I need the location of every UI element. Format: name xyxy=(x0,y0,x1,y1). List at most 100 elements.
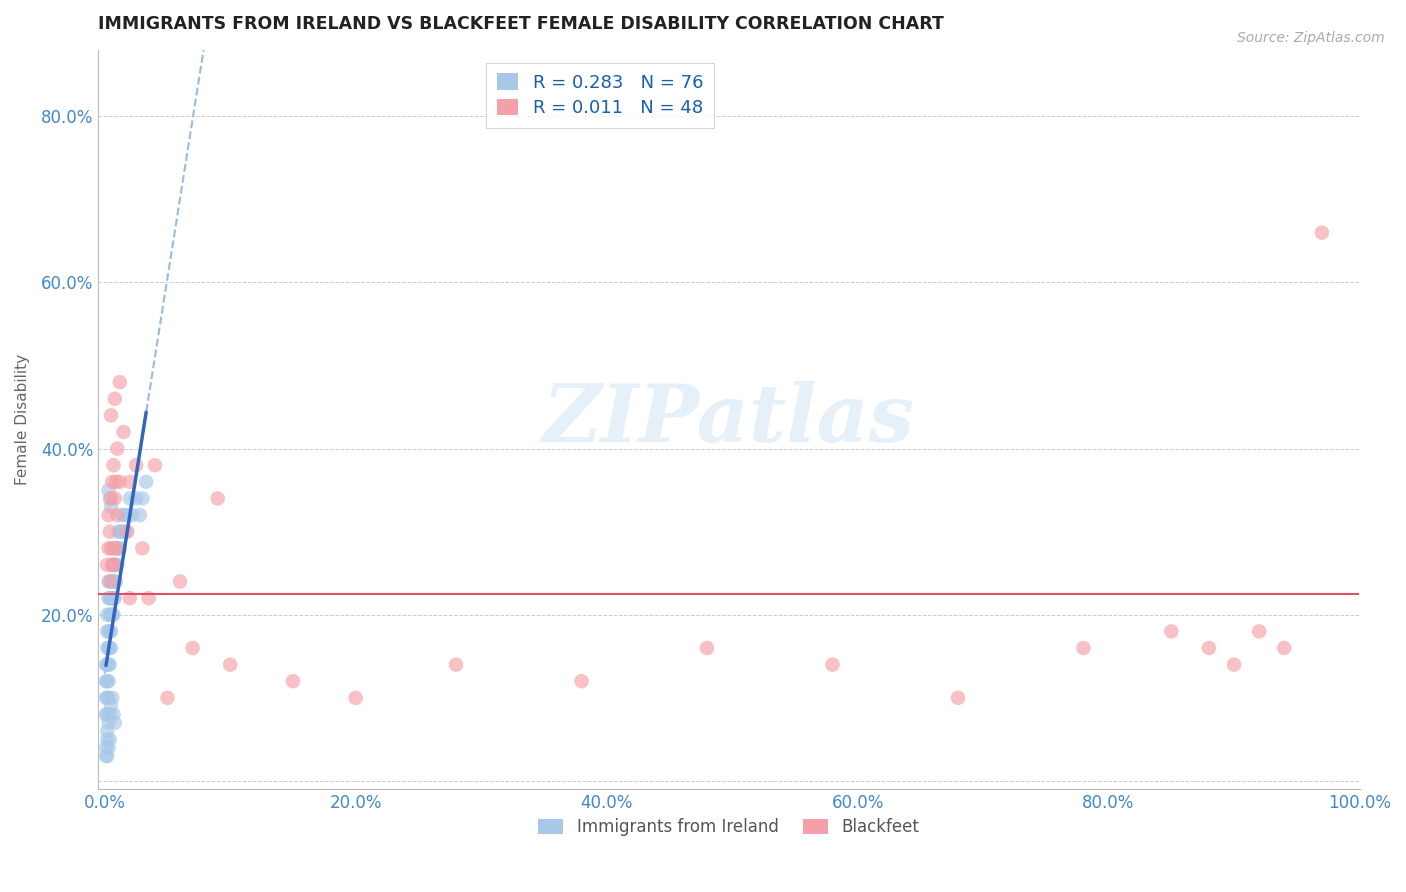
Point xyxy=(156,690,179,705)
Text: IMMIGRANTS FROM IRELAND VS BLACKFEET FEMALE DISABILITY CORRELATION CHART: IMMIGRANTS FROM IRELAND VS BLACKFEET FEM… xyxy=(98,15,945,33)
Point xyxy=(281,674,304,689)
Point xyxy=(1272,640,1295,655)
Point xyxy=(128,508,150,522)
Point xyxy=(97,624,120,639)
Point xyxy=(108,375,131,389)
Point xyxy=(105,541,128,556)
Point xyxy=(98,732,121,747)
Point xyxy=(108,475,131,489)
Point xyxy=(100,491,122,506)
Point xyxy=(98,640,121,655)
Point xyxy=(100,607,122,622)
Point xyxy=(444,657,467,672)
Point xyxy=(105,574,128,589)
Point xyxy=(97,541,120,556)
Point xyxy=(103,591,125,606)
Point xyxy=(219,657,242,672)
Point xyxy=(101,558,124,572)
Point xyxy=(207,491,229,506)
Point xyxy=(105,475,128,489)
Point xyxy=(97,640,120,655)
Point xyxy=(121,508,143,522)
Point xyxy=(96,690,118,705)
Point xyxy=(94,707,117,722)
Point xyxy=(97,508,120,522)
Point xyxy=(131,541,153,556)
Point xyxy=(100,699,122,714)
Point xyxy=(104,574,127,589)
Point xyxy=(117,508,139,522)
Point xyxy=(97,715,120,730)
Point xyxy=(94,740,117,755)
Point xyxy=(98,607,121,622)
Point xyxy=(125,458,148,473)
Point xyxy=(94,674,117,689)
Point xyxy=(118,475,141,489)
Point xyxy=(103,707,125,722)
Point xyxy=(138,591,160,606)
Point xyxy=(98,574,121,589)
Point xyxy=(118,591,141,606)
Point xyxy=(946,690,969,705)
Point xyxy=(105,558,128,572)
Point xyxy=(169,574,191,589)
Point xyxy=(96,707,118,722)
Point xyxy=(111,508,134,522)
Point xyxy=(97,657,120,672)
Point xyxy=(1249,624,1271,639)
Point xyxy=(96,607,118,622)
Point xyxy=(96,732,118,747)
Point xyxy=(1160,624,1182,639)
Point xyxy=(105,558,128,572)
Point xyxy=(103,458,125,473)
Text: Source: ZipAtlas.com: Source: ZipAtlas.com xyxy=(1237,31,1385,45)
Point xyxy=(98,524,121,539)
Point xyxy=(101,591,124,606)
Point xyxy=(105,541,128,556)
Point xyxy=(118,491,141,506)
Point xyxy=(94,690,117,705)
Point xyxy=(100,574,122,589)
Point xyxy=(100,640,122,655)
Point xyxy=(101,558,124,572)
Point xyxy=(98,624,121,639)
Text: ZIPatlas: ZIPatlas xyxy=(543,381,915,458)
Point xyxy=(115,524,138,539)
Point xyxy=(101,690,124,705)
Point xyxy=(105,541,128,556)
Point xyxy=(571,674,593,689)
Y-axis label: Female Disability: Female Disability xyxy=(15,354,30,485)
Legend: Immigrants from Ireland, Blackfeet: Immigrants from Ireland, Blackfeet xyxy=(538,818,920,837)
Point xyxy=(103,607,125,622)
Point xyxy=(98,591,121,606)
Point xyxy=(94,749,117,764)
Point xyxy=(344,690,367,705)
Point xyxy=(101,475,124,489)
Point xyxy=(94,657,117,672)
Point xyxy=(696,640,718,655)
Point xyxy=(108,541,131,556)
Point xyxy=(131,491,153,506)
Point xyxy=(96,558,118,572)
Point xyxy=(143,458,166,473)
Point xyxy=(100,541,122,556)
Point xyxy=(104,491,127,506)
Point xyxy=(96,724,118,739)
Point xyxy=(96,674,118,689)
Point xyxy=(112,425,135,439)
Point xyxy=(1198,640,1220,655)
Point xyxy=(97,674,120,689)
Point xyxy=(110,524,132,539)
Point xyxy=(1223,657,1246,672)
Point xyxy=(101,574,124,589)
Point xyxy=(97,574,120,589)
Point xyxy=(96,749,118,764)
Point xyxy=(97,591,120,606)
Point xyxy=(96,624,118,639)
Point xyxy=(125,491,148,506)
Point xyxy=(1310,226,1333,240)
Point xyxy=(1073,640,1095,655)
Point xyxy=(101,607,124,622)
Point xyxy=(105,442,128,456)
Point xyxy=(96,640,118,655)
